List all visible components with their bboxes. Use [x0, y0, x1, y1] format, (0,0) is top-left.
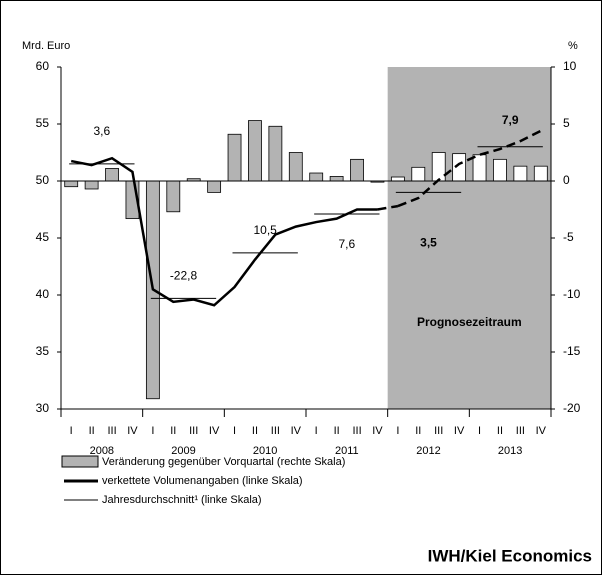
bar	[350, 158, 364, 182]
bar	[513, 165, 528, 182]
line-connector	[377, 204, 399, 211]
average-label: 7,6	[338, 237, 355, 251]
legend-swatch	[61, 455, 99, 468]
x-tick-label: I	[478, 425, 481, 437]
x-tick-label: II	[415, 425, 421, 437]
year-label: 2009	[171, 445, 195, 457]
x-tick-label: IV	[536, 425, 547, 437]
x-tick-label: III	[107, 425, 116, 437]
x-tick-label: II	[252, 425, 258, 437]
year-label: 2012	[416, 445, 440, 457]
bar	[411, 166, 426, 182]
x-tick-label: IV	[209, 425, 220, 437]
bar	[431, 152, 446, 182]
bar	[64, 180, 79, 188]
legend-label: verkettete Volumenangaben (linke Skala)	[102, 475, 303, 487]
y-tick-label: 35	[36, 344, 50, 358]
bar	[390, 176, 405, 182]
x-tick-label: IV	[372, 425, 383, 437]
legend-label: Veränderung gegenüber Vorquartal (rechte…	[102, 456, 345, 468]
average-label: 7,9	[502, 113, 519, 127]
average-label: 3,5	[420, 236, 437, 250]
x-tick-label: I	[151, 425, 154, 437]
x-tick-label: III	[352, 425, 361, 437]
bar	[472, 154, 487, 182]
line-forecast	[397, 129, 542, 208]
x-tick-label: III	[271, 425, 280, 437]
bar	[329, 176, 344, 182]
average-label: -22,8	[170, 269, 198, 283]
average-label: 10,5	[253, 223, 277, 237]
bar	[84, 180, 99, 190]
bar	[533, 165, 548, 182]
y-tick-label: 50	[36, 173, 50, 187]
x-tick-label: II	[334, 425, 340, 437]
x-tick-label: III	[434, 425, 443, 437]
year-label: 2013	[498, 445, 522, 457]
bar	[288, 152, 303, 182]
year-label: 2010	[253, 445, 277, 457]
y-tick-label: 45	[36, 230, 50, 244]
forecast-label: Prognosezeitraum	[417, 315, 522, 329]
y2-axis-title: %	[568, 40, 578, 52]
y2-tick-label: 5	[563, 116, 570, 130]
y2-tick-label: 0	[563, 173, 570, 187]
x-tick-label: II	[170, 425, 176, 437]
x-tick-label: I	[233, 425, 236, 437]
line	[70, 156, 378, 307]
source: IWH/Kiel Economics	[428, 546, 592, 565]
y2-tick-label: -5	[563, 230, 574, 244]
y2-tick-label: -10	[563, 287, 581, 301]
x-tick-label: I	[315, 425, 318, 437]
bar	[493, 158, 507, 182]
y-tick-label: 55	[36, 116, 50, 130]
x-tick-label: IV	[127, 425, 138, 437]
bar	[309, 172, 324, 182]
y2-tick-label: 10	[563, 59, 577, 73]
bar	[227, 133, 242, 182]
bar	[166, 180, 181, 213]
y2-tick-label: -20	[563, 401, 581, 415]
y-tick-label: 60	[36, 59, 50, 73]
bar	[105, 168, 119, 182]
y-tick-label: 40	[36, 287, 50, 301]
year-label: 2008	[90, 445, 114, 457]
x-tick-label: II	[497, 425, 503, 437]
forecast-region	[387, 67, 551, 409]
bar	[452, 153, 467, 182]
legend-label: Jahresdurchschnitt¹ (linke Skala)	[102, 494, 262, 506]
bar	[207, 180, 222, 193]
x-tick-label: I	[70, 425, 73, 437]
x-tick-label: III	[189, 425, 198, 437]
bar	[268, 125, 283, 182]
average-label: 3,6	[93, 124, 110, 138]
bar	[248, 120, 262, 182]
y-tick-label: 30	[36, 401, 50, 415]
x-tick-label: III	[516, 425, 525, 437]
x-tick-label: I	[396, 425, 399, 437]
x-tick-label: II	[89, 425, 95, 437]
y-axis-title: Mrd. Euro	[22, 40, 70, 52]
y2-tick-label: -15	[563, 344, 581, 358]
x-tick-label: IV	[454, 425, 465, 437]
year-label: 2011	[335, 445, 359, 457]
x-tick-label: IV	[291, 425, 302, 437]
